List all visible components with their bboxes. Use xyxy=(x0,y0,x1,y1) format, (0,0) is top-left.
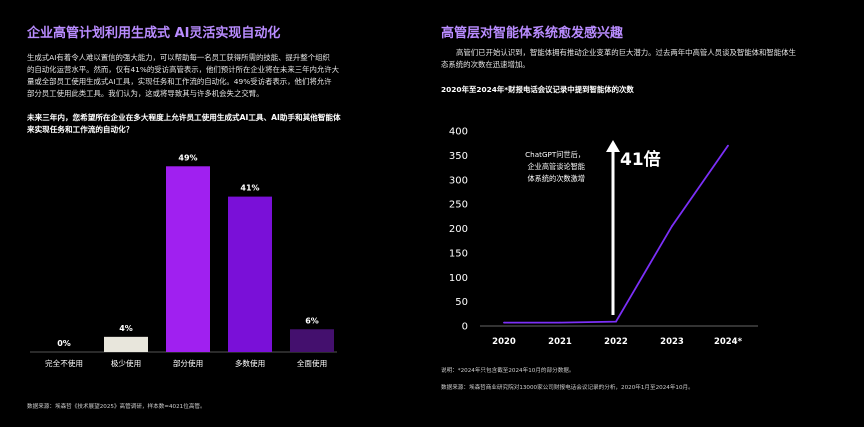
bar-value-label: 6% xyxy=(305,316,319,325)
annotation-line: 体系统的次数激增 xyxy=(527,174,585,183)
bar-category-label: 全面使用 xyxy=(297,358,327,368)
bar xyxy=(166,166,210,352)
bar-category-label: 完全不使用 xyxy=(45,358,83,368)
bar-category-label: 部分使用 xyxy=(173,358,203,368)
bar-value-label: 49% xyxy=(178,153,197,162)
right-paragraph-line: 态系统的次数在迅速增加。 xyxy=(441,60,530,69)
y-tick-label: 200 xyxy=(449,224,468,235)
annotation-line: 企业高管谈论智能 xyxy=(527,162,585,171)
right-title: 高管层对智能体系统愈发感兴趣 xyxy=(441,26,624,41)
x-tick-label: 2022 xyxy=(604,337,628,347)
x-tick-label: 2020 xyxy=(492,337,516,347)
y-tick-label: 250 xyxy=(449,200,468,211)
bar xyxy=(228,196,272,352)
y-tick-label: 150 xyxy=(449,248,468,259)
left-paragraph-line: 的自动化运营水平。然而，仅有41%的受访高管表示，他们预计所在企业将在未来三年内… xyxy=(27,65,340,74)
y-tick-label: 350 xyxy=(449,151,468,162)
x-tick-label: 2021 xyxy=(548,337,572,347)
y-tick-label: 300 xyxy=(449,175,468,186)
annotation-line: ChatGPT问世后， xyxy=(525,150,585,159)
line-axes: 0 50 100 150 200 250 300 350 400 2020 2021 2022 2023… xyxy=(449,127,758,347)
y-tick-label: 400 xyxy=(449,127,468,138)
data-point xyxy=(615,320,617,323)
bar-value-label: 4% xyxy=(119,324,133,333)
bar xyxy=(104,336,148,352)
data-point xyxy=(671,225,673,227)
left-paragraph-line: 生成式AI有着令人难以置信的强大能力，可以帮助每一名员工获得所需的技能、提升整个… xyxy=(27,53,330,62)
bar-value-label: 0% xyxy=(57,339,71,348)
arrow-head-icon xyxy=(606,140,620,152)
growth-multiplier: 41倍 xyxy=(620,149,661,170)
bar-value-label: 41% xyxy=(240,184,259,193)
x-tick-label: 2023 xyxy=(660,337,684,347)
bar-category-label: 多数使用 xyxy=(235,358,265,368)
bar-category-label: 极少使用 xyxy=(111,358,141,368)
left-title: 企业高管计划利用生成式 AI灵活实现自动化 xyxy=(27,26,281,41)
y-tick-label: 0 xyxy=(462,322,468,333)
line-series xyxy=(503,144,729,324)
right-note: 说明：*2024年只包含截至2024年10月的部分数据。 xyxy=(441,368,575,374)
survey-question: 未来三年内，您希望所在企业在多大程度上允许员工使用生成式AI工具、AI助手和其他… xyxy=(27,112,402,136)
survey-question-line: 来实现任务和工作流的自动化？ xyxy=(27,125,134,134)
data-point xyxy=(727,144,729,147)
right-paragraph-line: 高管们已开始认识到，智能体拥有推动企业变革的巨大潜力。过去两年中高管人员谈及智能… xyxy=(456,48,796,57)
right-paragraph: 高管们已开始认识到，智能体拥有推动企业变革的巨大潜力。过去两年中高管人员谈及智能… xyxy=(441,47,841,71)
left-paragraph-line: 量或全部员工使用生成式AI工具，实现任务和工作流的自动化。49%受访者表示，他们… xyxy=(27,77,332,86)
survey-question-line: 未来三年内，您希望所在企业在多大程度上允许员工使用生成式AI工具、AI助手和其他… xyxy=(27,113,341,122)
y-tick-label: 100 xyxy=(449,273,468,284)
line-chart-title: 2020年至2024年*财报电话会议记录中提到智能体的次数 xyxy=(441,85,634,94)
bars-layer: 0% 完全不使用 4% 极少使用 49% 部分使用 41% 多数使用 6% 全面使用 xyxy=(45,153,334,368)
left-paragraph: 生成式AI有着令人难以置信的强大能力，可以帮助每一名员工获得所需的技能、提升整个… xyxy=(27,52,397,100)
bar xyxy=(290,329,334,352)
data-point xyxy=(559,321,561,324)
x-tick-label: 2024* xyxy=(714,337,743,347)
left-paragraph-line: 部分员工使用此类工具。我们认为，这或将导致其与许多机会失之交臂。 xyxy=(27,89,264,98)
y-tick-label: 50 xyxy=(455,297,468,308)
data-point xyxy=(503,321,505,324)
left-source: 数据来源：埃森哲《技术展望2025》高管调研，样本数=4021位高管。 xyxy=(27,404,206,410)
series-line xyxy=(504,145,729,324)
right-source: 数据来源：埃森哲商业研究院对13000家公司财报电话会议记录的分析，2020年1… xyxy=(441,385,694,391)
